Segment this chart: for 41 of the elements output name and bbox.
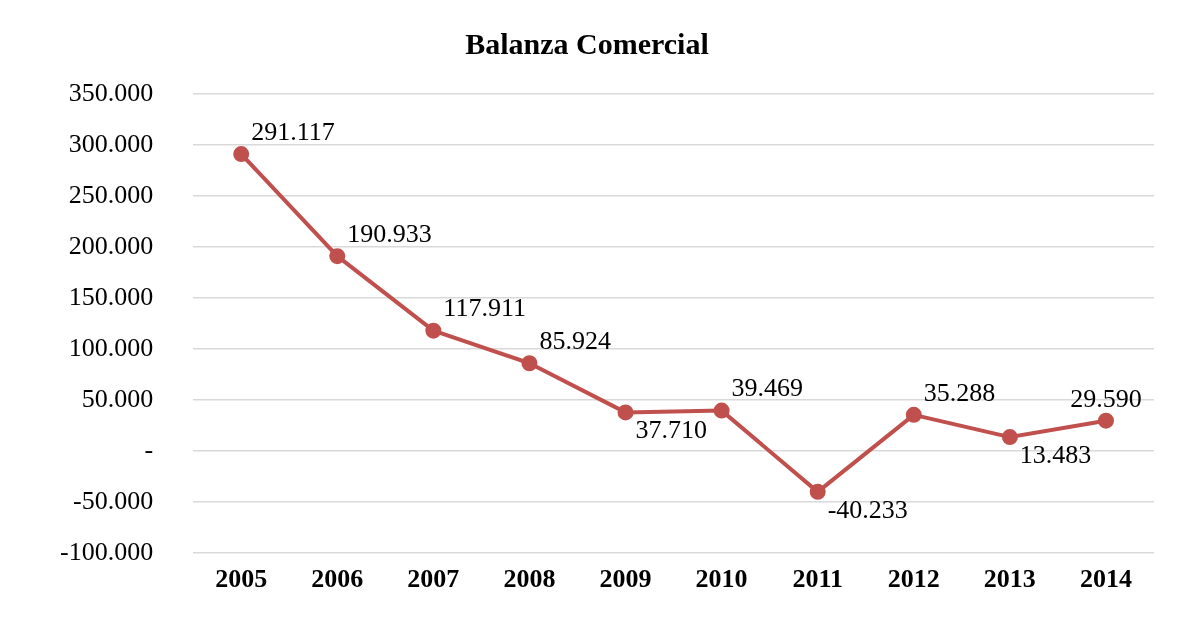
x-tick-label: 2010 [695, 564, 748, 594]
point [233, 146, 250, 163]
x-tick-label: 2011 [792, 564, 843, 594]
point [425, 322, 442, 339]
data-label: 117.911 [443, 293, 526, 323]
data-label: 190.933 [347, 219, 432, 249]
point [1001, 429, 1018, 446]
x-tick-label: 2013 [983, 564, 1036, 594]
x-tick-label: 2007 [407, 564, 460, 594]
point [329, 248, 346, 265]
y-tick-label: -50.000 [72, 485, 154, 515]
y-tick-label: 100.000 [68, 332, 154, 362]
point [713, 402, 730, 419]
point [521, 355, 538, 372]
x-tick-label: 2006 [311, 564, 364, 594]
point [809, 483, 826, 500]
y-tick-label: 350.000 [68, 77, 154, 107]
x-tick-label: 2008 [503, 564, 556, 594]
x-tick-label: 2014 [1079, 564, 1132, 594]
y-tick-label: 250.000 [68, 179, 154, 209]
data-label: 85.924 [539, 326, 611, 356]
y-tick-label: 50.000 [81, 383, 154, 413]
x-tick-label: 2012 [887, 564, 940, 594]
data-label: 35.288 [923, 377, 996, 407]
point [1097, 412, 1114, 429]
data-label: -40.233 [827, 494, 908, 524]
data-label: 13.483 [1019, 439, 1092, 469]
data-label: 29.590 [1070, 383, 1142, 413]
y-tick-label: 300.000 [68, 128, 154, 158]
y-tick-label: - [144, 434, 154, 464]
point [905, 406, 922, 423]
data-label: 39.469 [731, 373, 804, 403]
data-label: 291.117 [251, 116, 335, 146]
data-label: 37.710 [635, 415, 708, 445]
x-tick-label: 2009 [599, 564, 652, 594]
y-tick-label: 200.000 [68, 230, 154, 260]
y-tick-label: -100.000 [59, 536, 154, 566]
x-tick-label: 2005 [215, 564, 268, 594]
chart-title: Balanza Comercial [465, 26, 709, 60]
point [617, 404, 634, 421]
y-tick-label: 150.000 [68, 281, 154, 311]
